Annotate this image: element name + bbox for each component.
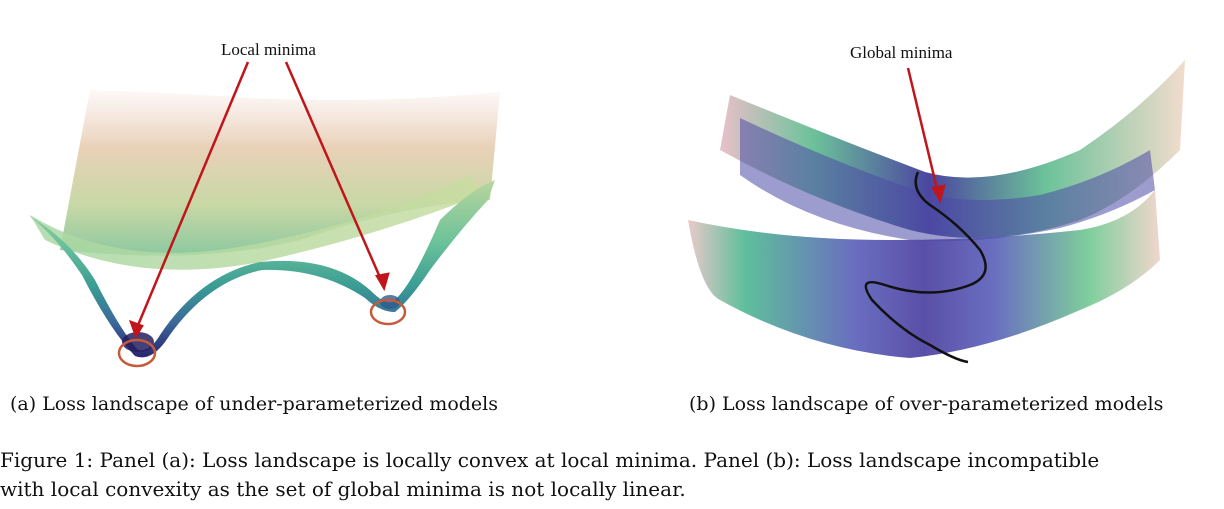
surface-ridge: [30, 175, 480, 270]
annotation-global-minima: Global minima: [850, 43, 953, 62]
arrowhead-left: [128, 319, 144, 339]
arrowhead-right: [375, 272, 390, 292]
minimum-right-basin: [380, 295, 400, 309]
global-minima-curve: [864, 171, 987, 364]
minimum-left-basin: [122, 332, 154, 352]
panel-a-figure: Local minima: [0, 0, 560, 390]
arrow-to-right-minimum: [284, 61, 384, 283]
figure-caption-line-2: with local convexity as the set of globa…: [0, 477, 686, 501]
loss-landscape-under-parameterized: [28, 61, 500, 368]
minimum-left-circle: [117, 338, 157, 368]
surface-front-sheet: [688, 190, 1160, 358]
arrowhead-global: [931, 184, 946, 204]
surface-front-bowl: [28, 180, 495, 358]
annotation-local-minima: Local minima: [221, 40, 316, 59]
subcaption-a: (a) Loss landscape of under-parameterize…: [10, 393, 498, 415]
arrow-to-left-minimum: [134, 61, 250, 331]
surface-middle-band: [740, 118, 1155, 242]
panel-b-figure: Global minima: [660, 0, 1224, 390]
arrow-to-global-minima: [906, 67, 940, 194]
figure-caption: Figure 1: Panel (a): Loss landscape is l…: [0, 446, 1224, 504]
figure-caption-line-1: Figure 1: Panel (a): Loss landscape is l…: [0, 448, 1100, 472]
minimum-right-circle: [369, 298, 407, 326]
surface-back: [60, 90, 500, 256]
subcaption-b: (b) Loss landscape of over-parameterized…: [689, 393, 1164, 415]
loss-landscape-over-parameterized: [688, 60, 1185, 364]
